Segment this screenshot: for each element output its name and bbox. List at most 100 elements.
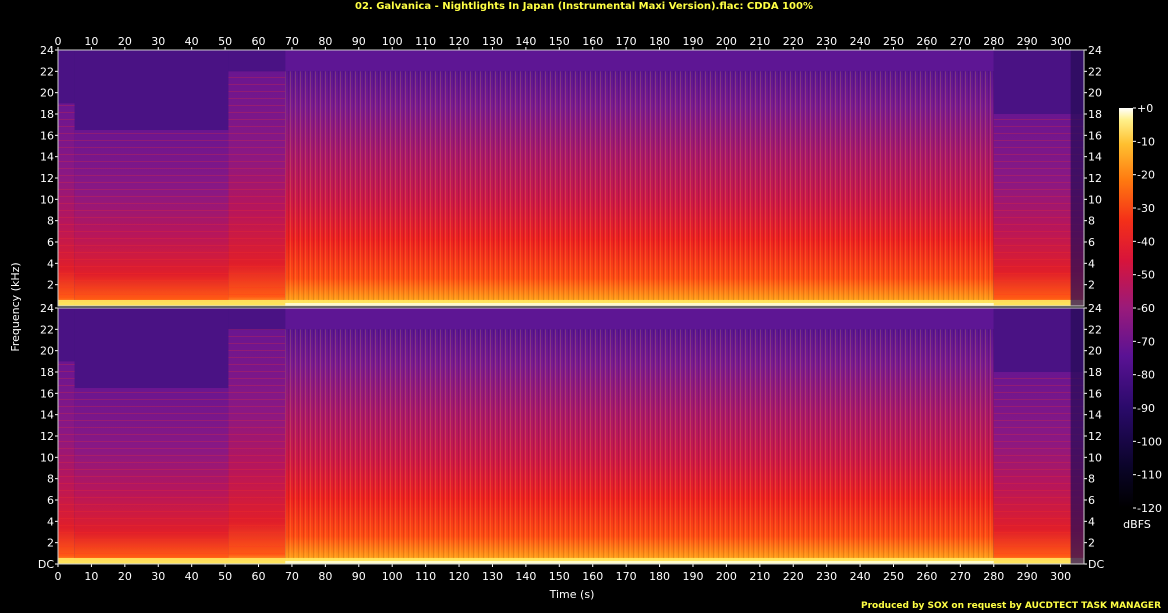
y-tick-label-right: 4 bbox=[1088, 257, 1095, 270]
y-tick-label-left: 24 bbox=[40, 44, 54, 57]
segment-texture bbox=[285, 329, 994, 564]
x-tick-label-top: 130 bbox=[482, 35, 503, 48]
y-tick-label-right: 24 bbox=[1088, 302, 1102, 315]
x-tick-label-bottom: 90 bbox=[352, 570, 366, 583]
y-tick-label-right: 24 bbox=[1088, 44, 1102, 57]
y-tick-label-left: 6 bbox=[47, 236, 54, 249]
x-tick-label-top: 40 bbox=[185, 35, 199, 48]
y-axis-title: Frequency (kHz) bbox=[9, 262, 22, 351]
y-tick-label-right: 16 bbox=[1088, 129, 1102, 142]
segment-texture bbox=[58, 103, 75, 306]
segment-texture bbox=[74, 130, 229, 306]
x-tick-label-top: 70 bbox=[285, 35, 299, 48]
colorbar-tick-label: -20 bbox=[1137, 169, 1155, 182]
x-tick-label-top: 240 bbox=[850, 35, 871, 48]
x-tick-label-top: 250 bbox=[883, 35, 904, 48]
y-tick-label-right: 12 bbox=[1088, 172, 1102, 185]
colorbar-tick-label: -120 bbox=[1137, 502, 1162, 515]
x-tick-label-top: 120 bbox=[449, 35, 470, 48]
colorbar: +0 -10 -20 -30 -40 -50 -60 -70 -80 -90 -100 -110 -12… bbox=[1119, 102, 1162, 515]
x-tick-label-top: 0 bbox=[55, 35, 62, 48]
x-tick-label-bottom: 280 bbox=[983, 570, 1004, 583]
y-tick-label-right: 22 bbox=[1088, 65, 1102, 78]
x-tick-label-bottom: 0 bbox=[55, 570, 62, 583]
panel-frame bbox=[57, 307, 1085, 565]
x-tick-label-top: 280 bbox=[983, 35, 1004, 48]
segment-texture bbox=[58, 361, 75, 564]
colorbar-tick-label: -50 bbox=[1137, 269, 1155, 282]
x-tick-label-bottom: 250 bbox=[883, 570, 904, 583]
x-tick-label-bottom: 170 bbox=[616, 570, 637, 583]
y-tick-label-left: 4 bbox=[47, 257, 54, 270]
x-tick-label-top: 20 bbox=[118, 35, 132, 48]
y-tick-label-left: 22 bbox=[40, 65, 54, 78]
x-tick-label-bottom: 300 bbox=[1050, 570, 1071, 583]
x-tick-label-top: 160 bbox=[582, 35, 603, 48]
x-tick-label-bottom: 130 bbox=[482, 570, 503, 583]
track-end-fade bbox=[1070, 308, 1084, 564]
x-tick-label-top: 140 bbox=[515, 35, 536, 48]
segment-top-band bbox=[993, 50, 1084, 114]
y-tick-label-left: 2 bbox=[47, 537, 54, 550]
x-tick-label-top: 220 bbox=[783, 35, 804, 48]
segment-texture bbox=[993, 372, 1084, 564]
colorbar-tick-label: -100 bbox=[1137, 435, 1162, 448]
segment-texture bbox=[74, 388, 229, 564]
y-tick-label-left: 14 bbox=[40, 151, 54, 164]
segment-top-band bbox=[285, 50, 994, 72]
bass-line bbox=[285, 561, 994, 564]
y-tick-label-left: 10 bbox=[40, 451, 54, 464]
x-tick-label-bottom: 80 bbox=[318, 570, 332, 583]
colorbar-tick-label: -90 bbox=[1137, 402, 1155, 415]
y-tick-label-right: 2 bbox=[1088, 537, 1095, 550]
y-tick-label-right: 8 bbox=[1088, 215, 1095, 228]
colorbar-tick-label: -110 bbox=[1137, 469, 1162, 482]
colorbar-tick-label: +0 bbox=[1137, 102, 1153, 115]
x-tick-label-bottom: 20 bbox=[118, 570, 132, 583]
y-tick-label-right: 12 bbox=[1088, 430, 1102, 443]
x-tick-label-top: 80 bbox=[318, 35, 332, 48]
x-tick-label-top: 60 bbox=[252, 35, 266, 48]
x-tick-label-top: 100 bbox=[382, 35, 403, 48]
x-tick-label-bottom: 270 bbox=[950, 570, 971, 583]
x-tick-label-bottom: 60 bbox=[252, 570, 266, 583]
y-tick-label-left: 20 bbox=[40, 345, 54, 358]
x-tick-label-top: 110 bbox=[415, 35, 436, 48]
y-tick-label-right: 4 bbox=[1088, 515, 1095, 528]
y-tick-label-left: 10 bbox=[40, 193, 54, 206]
segment-top-band bbox=[228, 50, 286, 72]
x-tick-label-bottom: 50 bbox=[218, 570, 232, 583]
x-tick-label-bottom: 180 bbox=[649, 570, 670, 583]
x-tick-label-top: 90 bbox=[352, 35, 366, 48]
colorbar-tick-label: -10 bbox=[1137, 135, 1155, 148]
y-tick-label-right: 6 bbox=[1088, 236, 1095, 249]
y-tick-label-left: 20 bbox=[40, 87, 54, 100]
y-tick-label-right: 2 bbox=[1088, 279, 1095, 292]
spectrogram-panel-top bbox=[58, 50, 1084, 306]
x-tick-label-bottom: 240 bbox=[850, 570, 871, 583]
x-tick-label-bottom: 120 bbox=[449, 570, 470, 583]
y-tick-label-left: 6 bbox=[47, 494, 54, 507]
x-tick-label-bottom: 220 bbox=[783, 570, 804, 583]
segment-top-band bbox=[228, 308, 286, 330]
colorbar-tick-label: -60 bbox=[1137, 302, 1155, 315]
x-tick-label-top: 210 bbox=[749, 35, 770, 48]
x-tick-label-bottom: 30 bbox=[151, 570, 165, 583]
colorbar-tick-label: -40 bbox=[1137, 235, 1155, 248]
x-tick-label-bottom: 10 bbox=[84, 570, 98, 583]
x-tick-label-top: 170 bbox=[616, 35, 637, 48]
y-tick-label-right: DC bbox=[1088, 558, 1104, 571]
x-tick-label-top: 150 bbox=[549, 35, 570, 48]
y-tick-label-right: 20 bbox=[1088, 87, 1102, 100]
y-tick-label-left: DC bbox=[38, 558, 54, 571]
y-tick-label-left: 12 bbox=[40, 172, 54, 185]
y-tick-label-right: 20 bbox=[1088, 345, 1102, 358]
segment-top-band bbox=[74, 308, 229, 388]
y-tick-label-left: 2 bbox=[47, 279, 54, 292]
colorbar-tick-label: -30 bbox=[1137, 202, 1155, 215]
spectrogram-panels bbox=[58, 50, 1084, 564]
y-tick-label-left: 8 bbox=[47, 215, 54, 228]
x-tick-label-top: 190 bbox=[682, 35, 703, 48]
